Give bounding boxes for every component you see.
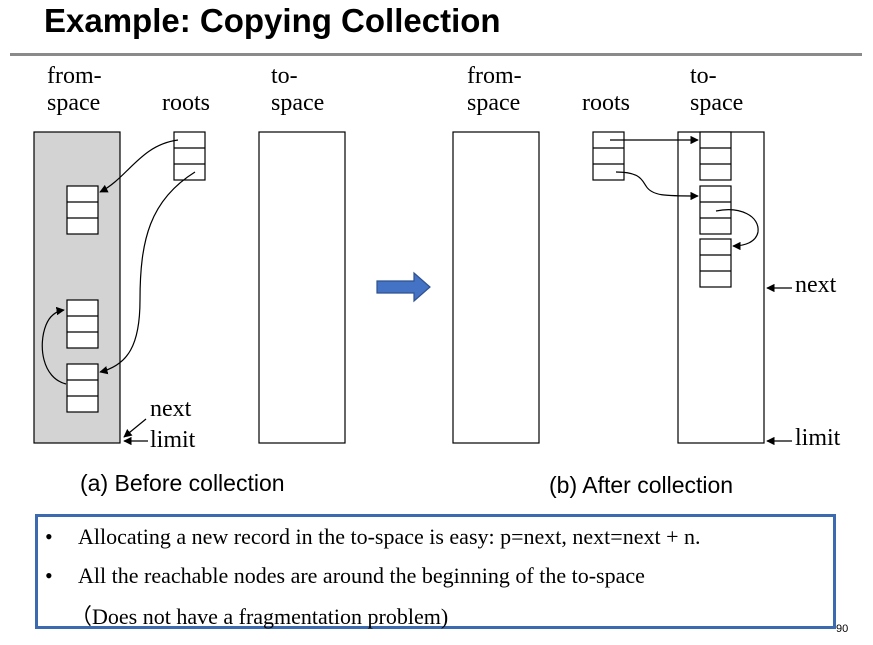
limit-label-a: limit [150,427,196,453]
from-space-label-a: from- space [47,63,102,116]
note-fragmentation: （Does not have a fragmentation problem) [70,604,449,629]
pointer-root-to-copy-2 [615,171,699,201]
pointer-root-to-record-3 [99,171,196,375]
next-label-b: next [795,272,837,298]
page-number: 90 [836,623,849,635]
from-record-3 [66,363,99,413]
notes-box [35,514,836,629]
to-space-label-a: to- space [271,63,325,116]
to-record-1 [699,131,732,181]
note-reachable-nodes: All the reachable nodes are around the b… [78,563,645,588]
from-record-2 [66,299,99,349]
pointer-record-3-to-record-2 [41,306,67,385]
pointer-root-to-record-1 [99,139,179,193]
roots-label-b: roots [582,90,630,116]
next-label-a: next [150,396,192,422]
roots-record-a [173,131,206,181]
to-space-block-a [258,131,346,444]
transition-arrow [376,271,431,303]
caption-after: (b) After collection [549,472,734,498]
bullet-1: • [45,524,53,549]
from-space-label-b: from- space [467,63,522,116]
from-record-1 [66,185,99,235]
roots-record-b [592,131,625,181]
slide-title: Example: Copying Collection [44,2,501,39]
caption-before: (a) Before collection [80,470,285,496]
limit-label-b: limit [795,425,841,451]
pointer-copy-2-to-copy-3 [715,209,759,251]
to-space-label-b: to- space [690,63,744,116]
roots-label-a: roots [162,90,210,116]
title-underline [10,53,862,56]
from-space-block-b [452,131,540,444]
bullet-2: • [45,563,53,588]
next-pointer-arrow-a [123,418,147,438]
note-allocation: Allocating a new record in the to-space … [78,524,701,549]
to-record-3 [699,238,732,288]
